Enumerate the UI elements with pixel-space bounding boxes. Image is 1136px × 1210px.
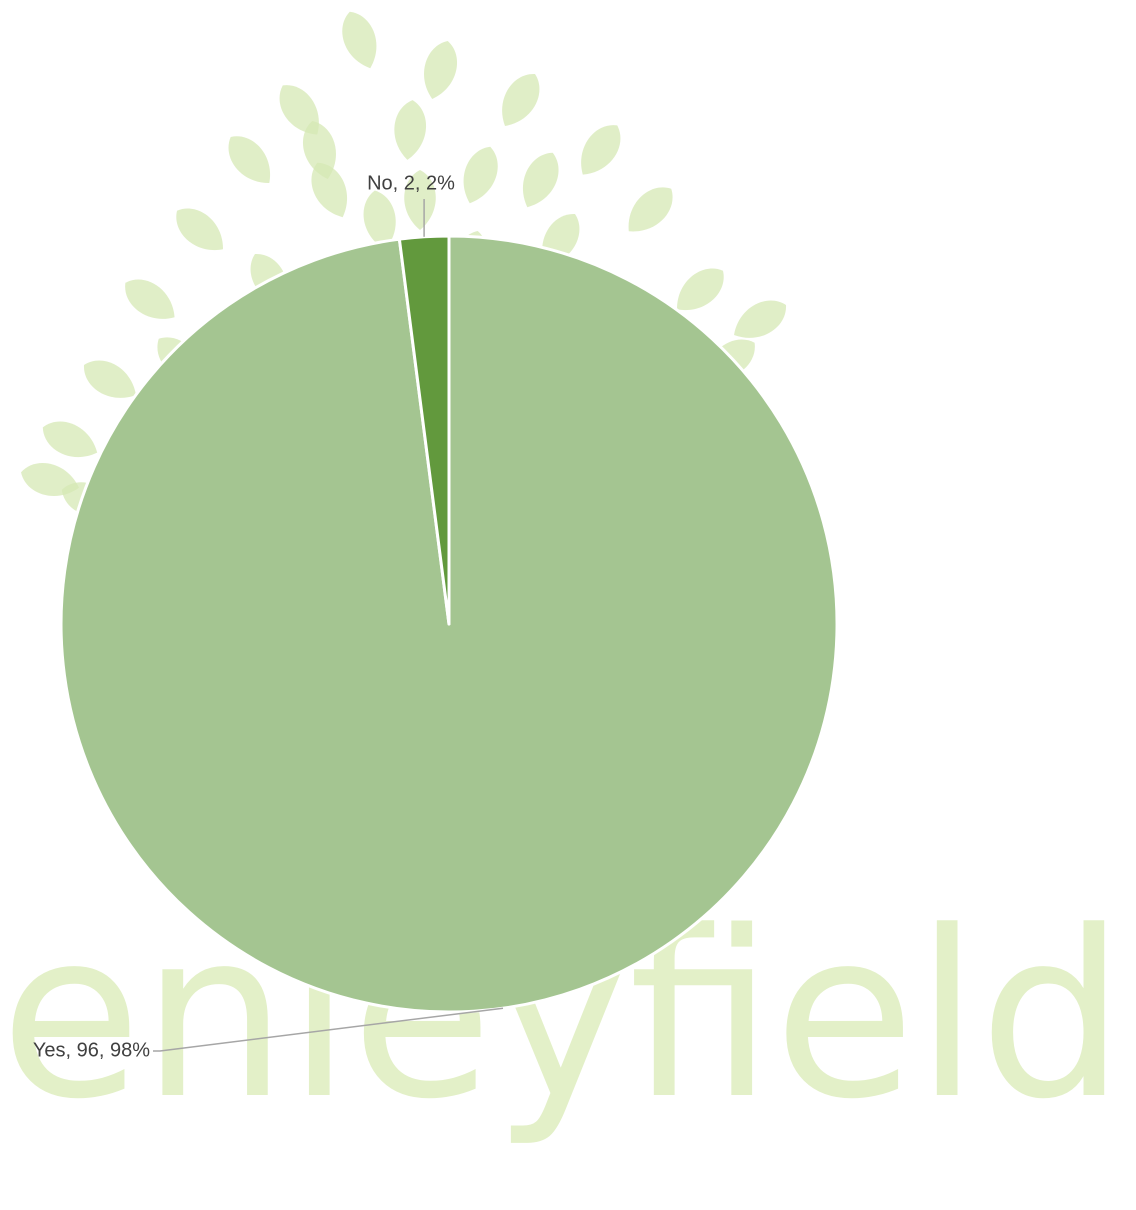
data-label-yes: Yes, 96, 98% xyxy=(33,1039,150,1061)
watermark-leaf xyxy=(279,85,319,135)
watermark-leaf xyxy=(311,162,347,218)
watermark-leaf xyxy=(628,187,673,232)
watermark-leaf xyxy=(734,300,786,338)
watermark-leaf xyxy=(363,190,396,250)
watermark-leaf xyxy=(125,279,175,319)
leader-line-yes xyxy=(153,1007,504,1052)
watermark-leaf xyxy=(303,121,336,179)
data-label-no: No, 2, 2% xyxy=(367,172,455,194)
watermark-leaf xyxy=(228,136,271,183)
watermark-leaf xyxy=(502,74,540,126)
pie-slices xyxy=(59,234,839,1014)
data-labels: Yes, 96, 98% No, 2, 2% xyxy=(33,172,455,1061)
watermark-leaf xyxy=(581,125,621,175)
watermark-leaf xyxy=(84,360,136,398)
watermark-leaf xyxy=(21,463,79,496)
watermark-leaf xyxy=(404,170,436,230)
watermark-leaf xyxy=(677,268,724,311)
watermark-leaf xyxy=(394,100,426,160)
watermark-leaf xyxy=(42,421,98,457)
watermark-leaf xyxy=(342,11,377,69)
watermark-leaf xyxy=(176,208,223,251)
watermark-leaf xyxy=(523,152,559,208)
watermark-leaf xyxy=(424,41,457,99)
watermark-leaf xyxy=(463,146,498,204)
leader-lines xyxy=(153,199,504,1052)
